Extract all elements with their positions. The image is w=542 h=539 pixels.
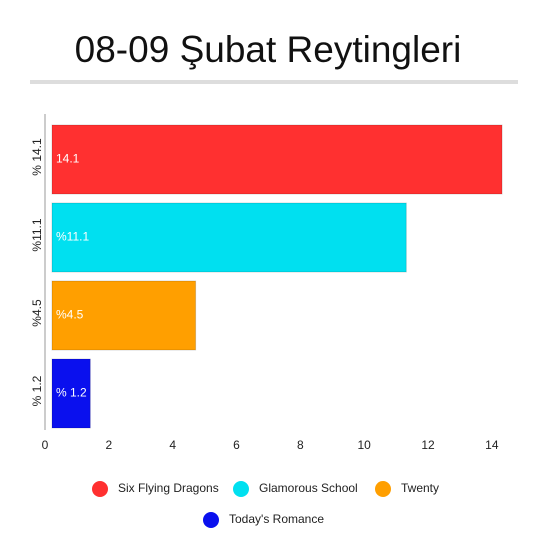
legend-swatch <box>203 512 219 528</box>
legend-label: Glamorous School <box>259 481 358 495</box>
y-tick-label: %4.5 <box>30 299 44 327</box>
legend-swatch <box>375 481 391 497</box>
x-tick-label: 8 <box>297 438 304 452</box>
data-label: % 1.2 <box>56 386 87 400</box>
legend-swatch <box>92 481 108 497</box>
legend-label: Six Flying Dragons <box>118 481 219 495</box>
x-tick-label: 2 <box>105 438 112 452</box>
legend-label: Twenty <box>401 481 439 495</box>
data-label: 14.1 <box>56 152 80 166</box>
x-tick-label: 14 <box>485 438 499 452</box>
x-tick-label: 6 <box>233 438 240 452</box>
legend-swatch <box>233 481 249 497</box>
bar <box>51 124 503 195</box>
title-underline <box>30 80 518 84</box>
bar <box>51 280 197 351</box>
data-label: %11.1 <box>56 230 89 244</box>
x-tick-label: 4 <box>169 438 176 452</box>
y-tick-label: % 14.1 <box>30 138 44 176</box>
x-tick-label: 10 <box>357 438 371 452</box>
x-tick-label: 0 <box>42 438 49 452</box>
y-tick-label: %11.1 <box>30 218 44 251</box>
data-label: %4.5 <box>56 308 84 322</box>
x-tick-label: 12 <box>421 438 435 452</box>
legend-label: Today's Romance <box>229 512 324 526</box>
y-tick-label: % 1.2 <box>30 375 44 406</box>
bar <box>51 358 91 429</box>
chart-title: 08-09 Şubat Reytingleri <box>75 29 462 70</box>
bar <box>51 202 407 273</box>
